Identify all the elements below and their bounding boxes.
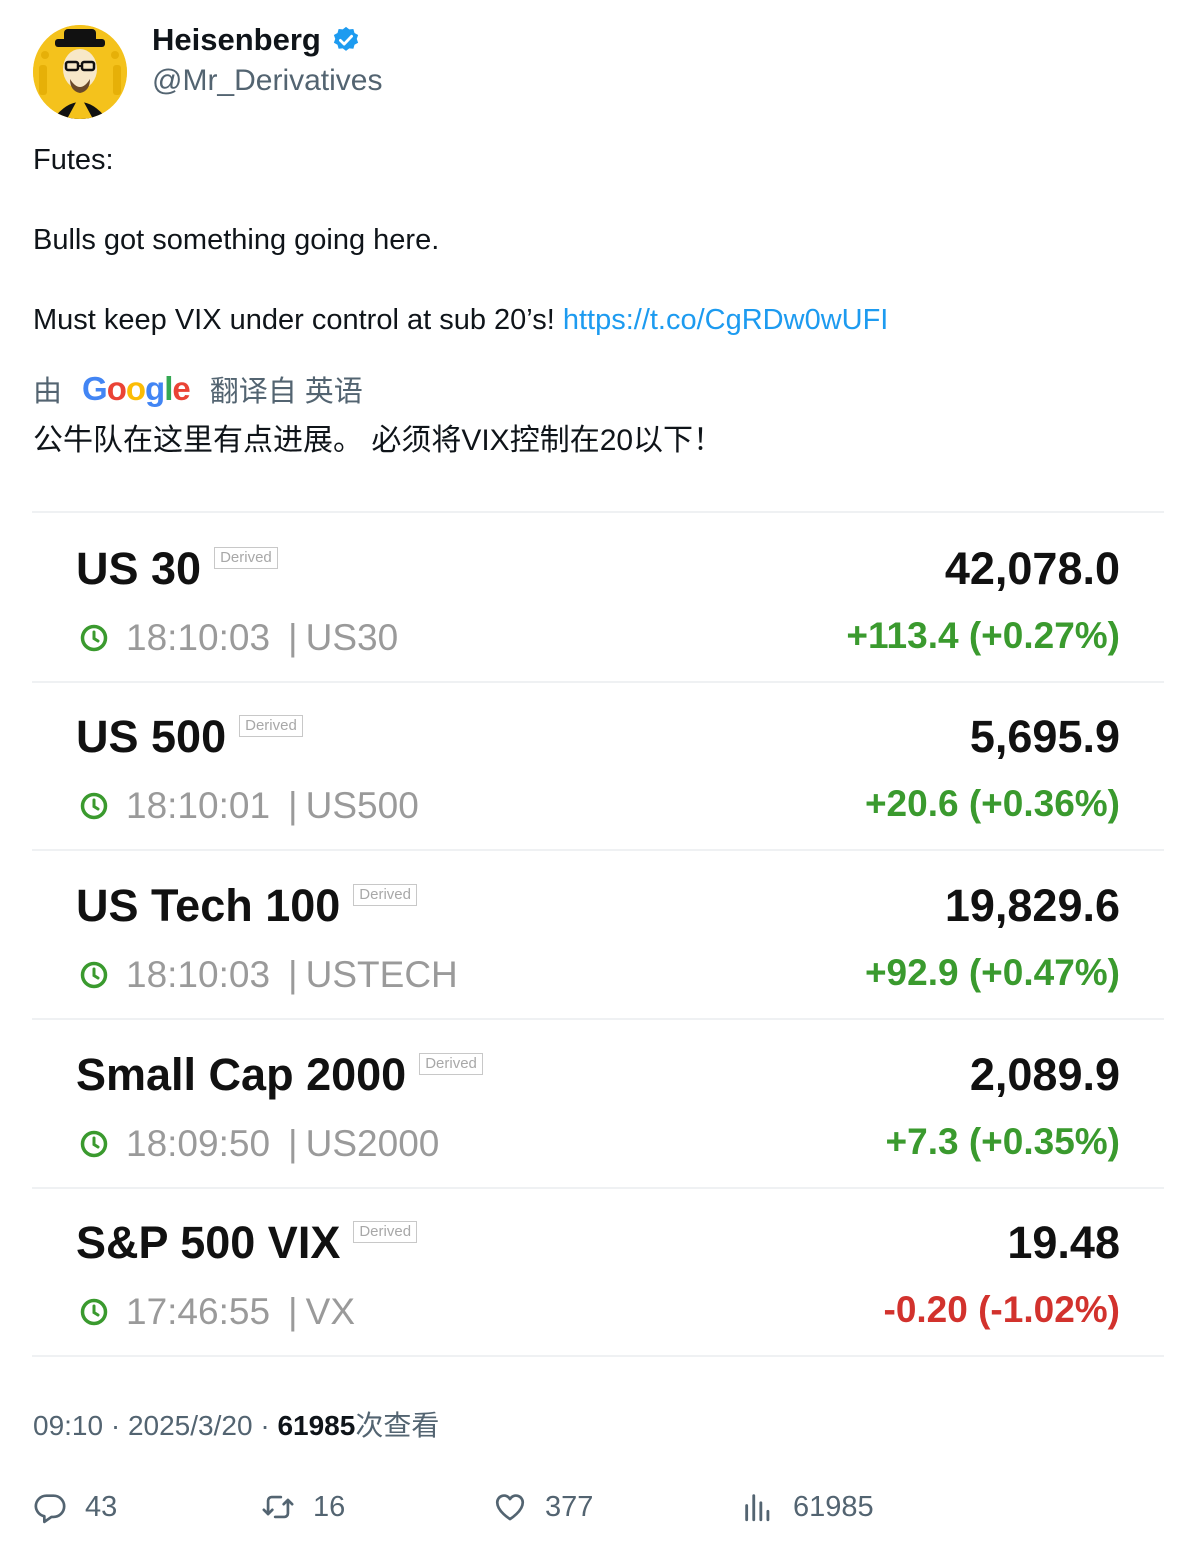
- quote-price: 2,089.9: [969, 1049, 1120, 1100]
- quote-row: US Tech 100 Derived 18:10:03 | USTECH 19,82…: [32, 850, 1164, 1020]
- derived-badge: Derived: [214, 547, 278, 569]
- quote-time: 18:10:03: [126, 617, 271, 658]
- analytics-icon: [745, 1494, 770, 1522]
- quote-symbol: US500: [305, 785, 419, 826]
- tweet-text-line-3-text: Must keep VIX under control at sub 20’s!: [33, 304, 555, 336]
- tweet-text-line-3: Must keep VIX under control at sub 20’s!…: [33, 304, 888, 337]
- reply-count: 43: [85, 1490, 118, 1523]
- clock-icon: [80, 1130, 108, 1158]
- quote-symbol: VX: [305, 1291, 356, 1332]
- views-button[interactable]: 61985: [741, 1490, 874, 1524]
- translated-text: 公牛队在这里有点进展。 必须将VIX控制在20以下！: [33, 424, 724, 457]
- clock-icon: [80, 624, 108, 652]
- retweet-button[interactable]: 16: [261, 1490, 345, 1524]
- clock-icon: [80, 792, 108, 820]
- quote-time: 18:10:03: [126, 954, 271, 995]
- views-action-count: 61985: [793, 1490, 874, 1523]
- quote-time: 18:10:01: [126, 785, 271, 826]
- derived-badge: Derived: [353, 1221, 418, 1243]
- quote-symbol: US30: [305, 617, 399, 658]
- derived-badge: Derived: [239, 715, 303, 737]
- author-name[interactable]: Heisenberg: [152, 22, 361, 58]
- quote-row: US 500 Derived 18:10:01 | US500 5,695.9 +20…: [32, 681, 1164, 851]
- view-count-label: 次查看: [355, 1410, 440, 1441]
- like-button[interactable]: 377: [493, 1490, 593, 1524]
- quote-subline: 17:46:55 | VX: [80, 1291, 355, 1333]
- tweet-link[interactable]: https://t.co/CgRDw0wUFI: [562, 304, 889, 336]
- avatar[interactable]: [33, 25, 127, 119]
- heart-icon: [495, 1494, 525, 1521]
- quote-name-wrap: S&P 500 VIX Derived: [76, 1217, 418, 1269]
- quote-name-wrap: US Tech 100 Derived: [76, 880, 417, 932]
- view-count: 61985: [277, 1410, 356, 1441]
- reply-icon: [34, 1494, 66, 1524]
- quote-symbol: US2000: [305, 1123, 440, 1164]
- quote-change: +113.4 (+0.27%): [846, 615, 1120, 656]
- quote-price: 5,695.9: [969, 711, 1120, 762]
- quote-row: US 30 Derived 18:10:03 | US30 42,078.0 +113…: [32, 513, 1164, 683]
- derived-badge: Derived: [353, 884, 417, 906]
- translation-suffix: 翻译自 英语: [209, 376, 363, 408]
- clock-icon: [80, 961, 108, 989]
- tweet-date[interactable]: 2025/3/20: [127, 1410, 253, 1441]
- quote-subline: 18:10:03 | USTECH: [80, 954, 458, 996]
- quote-time: 18:09:50: [126, 1123, 271, 1164]
- quote-price: 19,829.6: [944, 880, 1120, 931]
- quote-price: 19.48: [1007, 1217, 1120, 1268]
- quote-name: US 30: [76, 543, 202, 594]
- quote-name: US Tech 100: [76, 880, 341, 931]
- quote-symbol: USTECH: [305, 954, 458, 995]
- tweet-text-line-1: Futes:: [33, 144, 114, 176]
- quote-subline: 18:10:01 | US500: [80, 785, 419, 827]
- action-bar: 43 16 377 61985: [33, 1490, 1163, 1530]
- retweet-count: 16: [313, 1490, 346, 1523]
- quote-name-wrap: US 500 Derived: [76, 711, 303, 763]
- author-handle[interactable]: @Mr_Derivatives: [152, 64, 383, 97]
- quote-change: +7.3 (+0.35%): [885, 1121, 1120, 1162]
- quote-name-wrap: Small Cap 2000 Derived: [76, 1049, 483, 1101]
- translation-prefix: 由: [33, 376, 63, 408]
- quote-change: +20.6 (+0.36%): [864, 783, 1120, 824]
- quote-subline: 18:10:03 | US30: [80, 617, 398, 659]
- quote-row: S&P 500 VIX Derived 17:46:55 | VX 19.48 -0.…: [32, 1187, 1164, 1357]
- quote-subline: 18:09:50 | US2000: [80, 1123, 439, 1165]
- derived-badge: Derived: [419, 1053, 483, 1075]
- tweet-meta: 09:10 · 2025/3/20 · 61985次查看: [33, 1410, 440, 1441]
- quote-name: US 500: [76, 711, 227, 762]
- tweet-text-line-2: Bulls got something going here.: [33, 224, 440, 256]
- author-name-text: Heisenberg: [152, 22, 321, 57]
- reply-button[interactable]: 43: [33, 1490, 117, 1524]
- heisenberg-avatar-icon: [33, 25, 127, 119]
- quote-name: Small Cap 2000: [76, 1049, 407, 1100]
- quote-time: 17:46:55: [126, 1291, 271, 1332]
- quote-change: +92.9 (+0.47%): [864, 952, 1120, 993]
- quote-price: 42,078.0: [944, 543, 1120, 594]
- clock-icon: [80, 1298, 108, 1326]
- like-count: 377: [545, 1490, 594, 1523]
- translation-attribution[interactable]: 由 Google 翻译自 英语: [33, 368, 363, 410]
- google-logo-icon: Google: [82, 370, 191, 407]
- quote-name: S&P 500 VIX: [76, 1217, 341, 1268]
- quote-name-wrap: US 30 Derived: [76, 543, 278, 595]
- quotes-image[interactable]: US 30 Derived 18:10:03 | US30 42,078.0 +113…: [32, 511, 1164, 1357]
- tweet-time[interactable]: 09:10: [33, 1410, 104, 1441]
- verified-badge-icon: [333, 26, 358, 51]
- quote-row: Small Cap 2000 Derived 18:09:50 | US2000 2,…: [32, 1019, 1164, 1189]
- quote-change: -0.20 (-1.02%): [883, 1289, 1121, 1330]
- retweet-icon: [262, 1495, 294, 1519]
